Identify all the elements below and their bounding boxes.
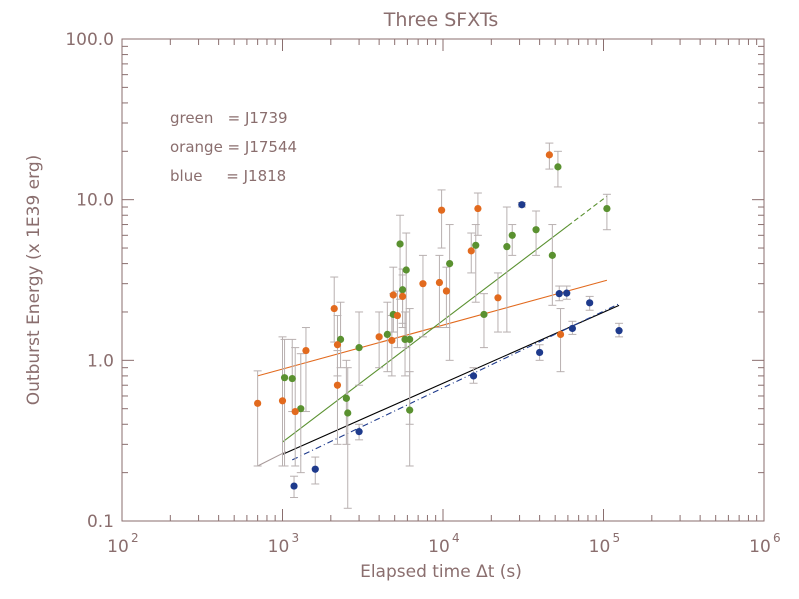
x-tick-exponent: 2 (131, 531, 139, 545)
data-point-green (603, 204, 611, 213)
data-point-green (344, 409, 352, 417)
data-point-green (532, 226, 540, 234)
data-points (254, 151, 623, 490)
fit-line-blue (292, 303, 620, 461)
data-point-orange (393, 311, 402, 320)
legend: green = J1739 orange = J17544 blue = J18… (170, 109, 297, 185)
data-point-green (288, 374, 296, 383)
data-point-blue (355, 428, 363, 436)
x-tick-label: 10 (268, 537, 290, 557)
data-point-green (406, 335, 414, 343)
x-tick-exponent: 4 (452, 531, 460, 545)
data-point-orange (375, 333, 383, 341)
x-tick-label: 10 (428, 537, 450, 557)
data-point-orange (442, 287, 451, 295)
data-point-blue (615, 327, 623, 335)
data-point-blue (568, 324, 576, 333)
axis-ticks (121, 39, 764, 522)
data-point-orange (545, 151, 553, 159)
data-point-orange (278, 397, 287, 405)
data-point-green (280, 374, 289, 382)
fit-lines (257, 195, 620, 467)
data-point-blue (518, 201, 526, 209)
fit-line-green (282, 225, 569, 443)
data-point-green (336, 335, 345, 343)
data-point-orange (437, 206, 446, 214)
y-tick-label: 0.1 (87, 512, 114, 532)
data-point-green (446, 260, 454, 268)
y-axis-label: Outburst Energy (x 1E39 erg) (24, 155, 44, 405)
y-tick-labels: 0.1 1.0 10.0 100.0 (65, 30, 114, 532)
data-point-orange (419, 280, 427, 288)
x-tick-label: 10 (107, 537, 129, 557)
x-tick-exponent: 5 (613, 531, 621, 545)
fit-line-gray (257, 451, 287, 467)
data-point-green (554, 163, 562, 171)
data-point-green (398, 286, 407, 294)
data-point-green (297, 405, 305, 413)
data-point-orange (333, 381, 342, 389)
data-point-green (396, 240, 404, 248)
data-point-orange (333, 341, 342, 349)
x-tick-exponent: 3 (292, 531, 300, 545)
plot-area (121, 38, 765, 522)
data-point-orange (556, 330, 565, 339)
data-point-blue (555, 290, 563, 298)
y-tick-label: 100.0 (65, 30, 114, 50)
data-point-blue (586, 299, 594, 307)
x-tick-label: 10 (589, 537, 611, 557)
fit-line-black (282, 304, 620, 455)
data-point-green (548, 251, 556, 259)
data-point-green (383, 330, 391, 339)
data-point-blue (469, 372, 478, 380)
data-point-orange (467, 247, 475, 255)
data-point-blue (563, 289, 571, 297)
data-point-green (480, 310, 488, 319)
x-tick-exponent: 6 (773, 531, 781, 545)
data-point-orange (330, 304, 338, 313)
y-tick-label: 1.0 (87, 351, 114, 371)
data-point-orange (435, 278, 444, 287)
data-point-green (355, 344, 363, 352)
legend-entry-green: green = J1739 (170, 109, 288, 127)
data-point-orange (494, 294, 502, 302)
error-bars (253, 142, 624, 509)
x-tick-label: 10 (749, 537, 771, 557)
data-point-orange (291, 407, 299, 416)
data-point-orange (302, 346, 310, 355)
data-point-orange (389, 291, 397, 299)
plot-frame (121, 38, 765, 522)
x-tick-labels: 10 2 10 3 10 4 10 5 10 6 (107, 531, 780, 557)
data-point-green (472, 241, 480, 249)
data-point-green (503, 243, 511, 251)
y-tick-label: 10.0 (76, 191, 114, 211)
data-point-green (508, 231, 516, 239)
data-point-orange (474, 204, 482, 213)
legend-entry-blue: blue = J1818 (170, 167, 286, 185)
data-point-orange (388, 336, 396, 345)
legend-entry-orange: orange = J17544 (170, 138, 297, 156)
data-point-green (342, 394, 350, 402)
fit-line-green-dashed (567, 195, 608, 227)
x-axis-label: Elapsed time Δt (s) (360, 562, 522, 582)
data-point-blue (290, 482, 298, 490)
chart-title: Three SFXTs (383, 9, 499, 31)
data-point-blue (311, 465, 319, 473)
data-point-blue (536, 348, 544, 357)
data-point-green (406, 406, 414, 414)
data-point-orange (398, 292, 407, 300)
data-point-green (402, 266, 410, 274)
data-point-orange (254, 399, 262, 407)
